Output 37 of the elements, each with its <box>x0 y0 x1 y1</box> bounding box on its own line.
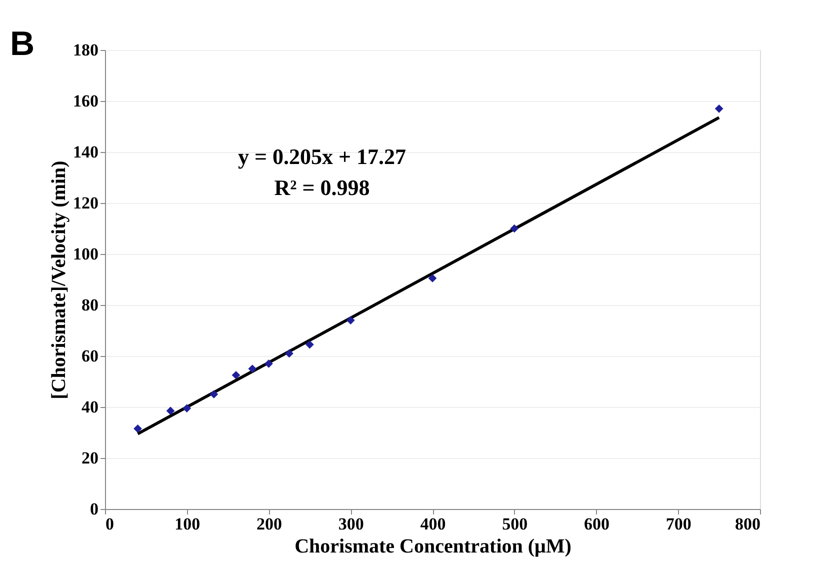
point <box>248 364 257 373</box>
x-tick-label: 100 <box>174 514 200 534</box>
point <box>346 316 355 324</box>
y-tick-label: 80 <box>82 296 98 314</box>
y-tick-label: 140 <box>73 142 98 162</box>
y-tick-label: 0 <box>90 500 98 518</box>
y-tick-label: 100 <box>73 244 98 264</box>
x-tick-label: 500 <box>502 514 528 534</box>
point <box>210 390 218 398</box>
point <box>510 224 519 233</box>
point <box>428 274 437 282</box>
point <box>306 340 314 349</box>
point <box>264 359 273 368</box>
point <box>134 424 142 433</box>
y-tick-label: 40 <box>82 398 98 416</box>
x-tick-label: 700 <box>666 514 692 534</box>
x-tick-label: 300 <box>338 514 364 534</box>
x-tick-label: 200 <box>256 514 282 534</box>
y-axis-title: [Chorismate]/Velocity (min) <box>48 160 70 400</box>
point <box>285 349 294 358</box>
x-axis-title: Chorismate Concentration (μM) <box>294 536 572 558</box>
y-tick-label: 60 <box>82 346 98 366</box>
point <box>182 404 192 412</box>
annotation: y = 0.205x + 17.27 <box>238 144 406 169</box>
annotation: R² = 0.998 <box>274 175 370 200</box>
x-tick-label: 0 <box>106 514 114 534</box>
y-tick-label: 180 <box>73 40 98 60</box>
point <box>166 406 175 416</box>
y-tick-label: 120 <box>73 194 98 212</box>
text: B <box>10 25 35 63</box>
point <box>232 370 240 380</box>
point <box>714 104 724 113</box>
x-tick-label: 400 <box>420 514 446 534</box>
y-tick-label: 160 <box>73 92 98 110</box>
y-tick-label: 20 <box>82 448 98 468</box>
x-tick-label: 600 <box>584 514 610 534</box>
x-tick-label: 800 <box>735 514 760 534</box>
